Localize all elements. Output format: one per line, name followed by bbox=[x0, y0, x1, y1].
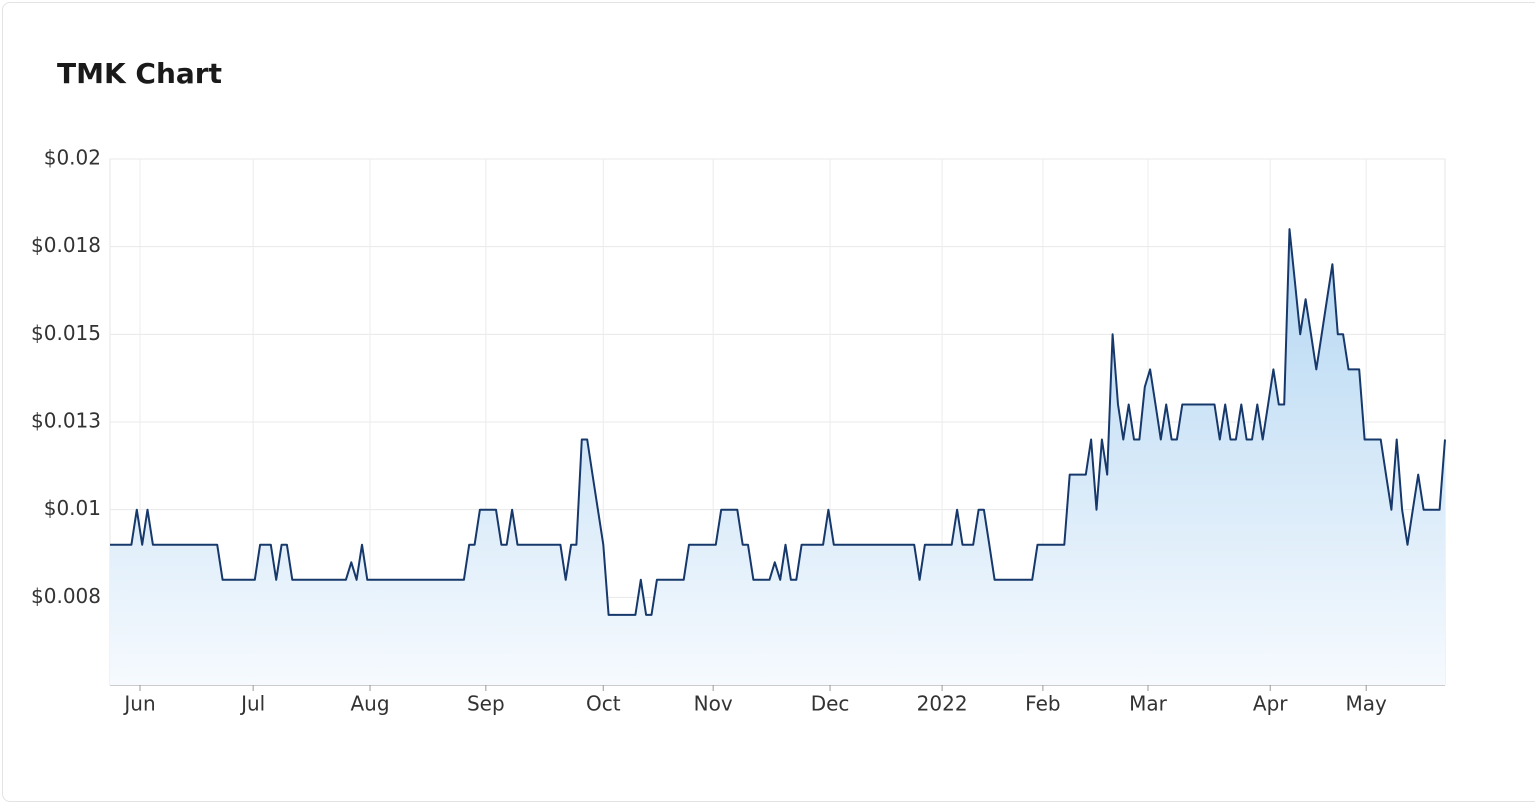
y-tick-label: $0.015 bbox=[31, 321, 101, 345]
x-tick-label: 2022 bbox=[917, 692, 968, 716]
y-tick-label: $0.01 bbox=[44, 496, 101, 520]
x-tick-label: Jul bbox=[239, 692, 265, 716]
x-tick-label: Sep bbox=[467, 692, 505, 716]
x-tick-label: Apr bbox=[1253, 692, 1288, 716]
chart-title: TMK Chart bbox=[57, 57, 222, 90]
x-tick-label: Dec bbox=[811, 692, 850, 716]
y-tick-label: $0.018 bbox=[31, 233, 101, 257]
x-tick-label: May bbox=[1346, 692, 1388, 716]
x-tick-label: Oct bbox=[586, 692, 621, 716]
y-tick-label: $0.02 bbox=[44, 146, 101, 170]
x-tick-label: Nov bbox=[694, 692, 733, 716]
price-line bbox=[110, 228, 1446, 616]
x-tick-label: Jun bbox=[122, 692, 155, 716]
y-tick-label: $0.013 bbox=[31, 409, 101, 433]
x-tick-label: Feb bbox=[1025, 692, 1060, 716]
x-tick-label: Aug bbox=[350, 692, 389, 716]
area-fill bbox=[110, 229, 1445, 685]
x-tick-label: Mar bbox=[1129, 692, 1168, 716]
chart: TMK Chart $0.008 $0.01 $0.013 $0.015 $0.018 $… bbox=[31, 57, 1446, 716]
y-tick-label: $0.008 bbox=[31, 584, 101, 608]
